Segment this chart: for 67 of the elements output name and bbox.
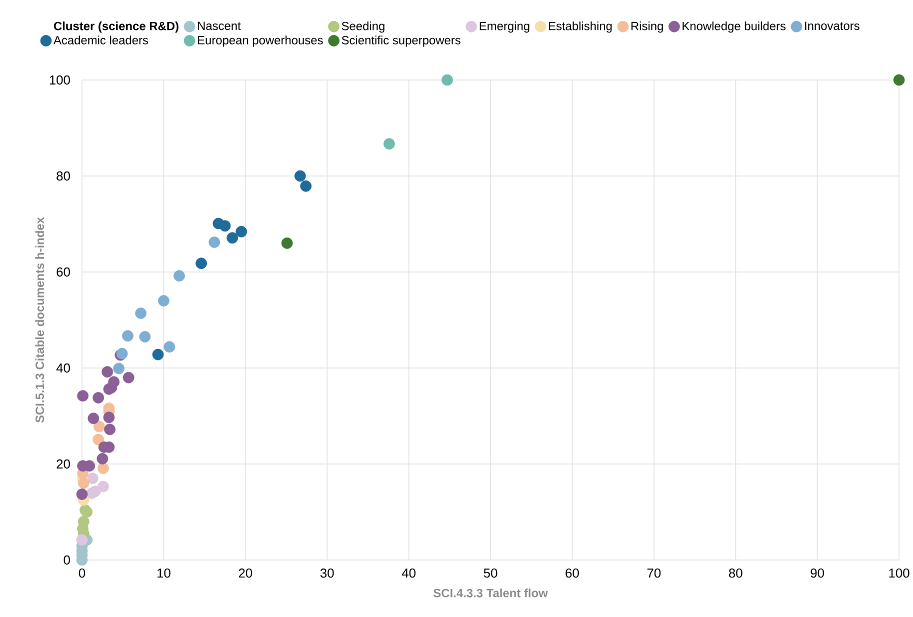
point <box>89 486 101 498</box>
point <box>104 424 116 436</box>
x-tick-label: 100 <box>889 568 910 578</box>
legend-label: Knowledge builders <box>682 22 786 33</box>
point <box>106 382 118 394</box>
y-tick-label: 100 <box>50 75 70 85</box>
point <box>76 534 88 546</box>
point <box>300 180 312 192</box>
point <box>226 232 238 244</box>
x-axis-title: SCI.4.3.3 Talent flow <box>434 588 548 598</box>
legend-title: Cluster (science R&D) <box>54 22 178 33</box>
point <box>96 453 108 464</box>
legend-label: Scientific superpowers <box>342 36 460 47</box>
point <box>103 412 115 424</box>
point <box>164 341 176 353</box>
point <box>208 236 220 248</box>
legend-label: European powerhouses <box>198 36 323 47</box>
point <box>152 348 164 360</box>
point <box>93 420 105 432</box>
y-tick-label: 20 <box>56 459 70 469</box>
legend-label: Nascent <box>198 22 241 30</box>
point <box>196 258 207 270</box>
x-tick-label: 80 <box>728 568 742 578</box>
point <box>98 462 109 474</box>
point <box>92 392 104 404</box>
x-tick-label: 50 <box>484 568 498 578</box>
point <box>78 477 90 489</box>
x-tick-label: 70 <box>647 568 661 578</box>
point <box>122 330 134 342</box>
point <box>98 480 109 492</box>
x-tick-label: 30 <box>320 568 334 578</box>
y-tick-label: 80 <box>56 171 70 181</box>
point <box>86 472 98 484</box>
point <box>174 270 185 282</box>
point <box>294 170 306 182</box>
legend-label: Emerging <box>480 22 530 33</box>
legend-label: Establishing <box>549 22 612 33</box>
legend-label: Rising <box>631 22 663 33</box>
point <box>384 138 395 150</box>
point <box>102 366 114 378</box>
point <box>236 226 248 238</box>
point <box>77 390 89 402</box>
y-tick-label: 40 <box>56 363 70 373</box>
x-tick-label: 0 <box>78 568 86 578</box>
point <box>76 488 88 500</box>
x-tick-label: 20 <box>238 568 252 578</box>
y-axis-title: SCI.5.1.3 Citable documents h-index <box>35 217 44 423</box>
point <box>92 434 104 446</box>
point <box>893 74 905 86</box>
x-tick-label: 40 <box>402 568 416 578</box>
legend-label: Innovators <box>805 22 860 30</box>
point <box>135 308 147 319</box>
point <box>219 220 231 232</box>
point <box>281 237 293 249</box>
point <box>158 295 170 306</box>
legend-label: Academic leaders <box>53 36 148 44</box>
x-tick-label: 60 <box>566 568 579 578</box>
point <box>442 74 453 86</box>
point <box>139 331 151 342</box>
y-tick-label: 0 <box>64 555 70 565</box>
point <box>113 362 124 374</box>
point <box>122 372 134 384</box>
point <box>88 412 100 424</box>
x-tick-label: 10 <box>157 568 170 578</box>
legend-label: Seeding <box>342 22 384 33</box>
x-tick-label: 90 <box>810 568 824 578</box>
y-tick-label: 60 <box>56 267 70 277</box>
